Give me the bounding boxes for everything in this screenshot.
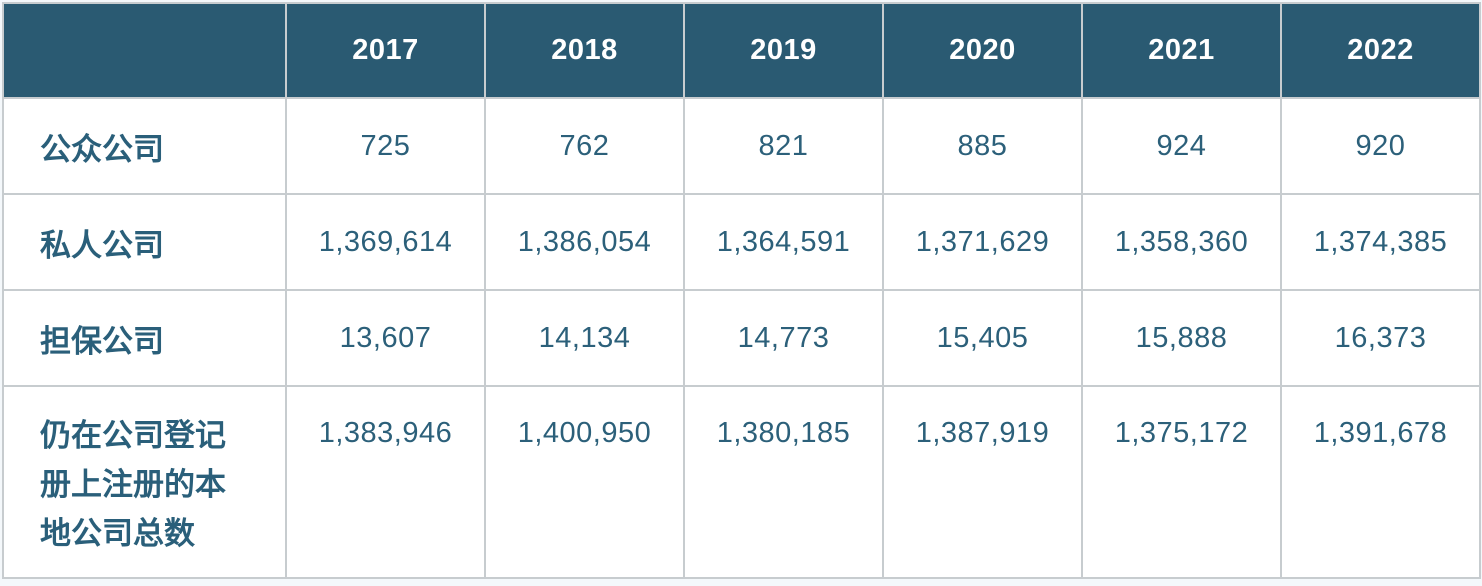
row-label: 仍在公司登记册上注册的本地公司总数 [2,385,287,579]
row-label: 公众公司 [2,97,287,195]
table-cell: 15,405 [882,289,1083,387]
column-header-2017: 2017 [285,2,486,99]
table-cell: 1,369,614 [285,193,486,291]
table-cell: 14,773 [683,289,884,387]
table-cell: 14,134 [484,289,685,387]
table-row-guarantee-companies: 担保公司 13,607 14,134 14,773 15,405 15,888 … [2,289,1481,387]
table-cell: 1,358,360 [1081,193,1282,291]
table-cell: 1,364,591 [683,193,884,291]
column-header-2019: 2019 [683,2,884,99]
column-header-2021: 2021 [1081,2,1282,99]
table-cell: 1,387,919 [882,385,1083,579]
table-cell: 1,371,629 [882,193,1083,291]
corner-cell [2,2,287,99]
table-cell: 1,386,054 [484,193,685,291]
table-cell: 1,374,385 [1280,193,1481,291]
column-header-2020: 2020 [882,2,1083,99]
table-cell: 13,607 [285,289,486,387]
table-cell: 762 [484,97,685,195]
table-cell: 1,391,678 [1280,385,1481,579]
column-header-2022: 2022 [1280,2,1481,99]
table-cell: 821 [683,97,884,195]
table-row-total-local-companies: 仍在公司登记册上注册的本地公司总数 1,383,946 1,400,950 1,… [2,385,1481,579]
table-cell: 885 [882,97,1083,195]
table-cell: 1,383,946 [285,385,486,579]
row-label: 私人公司 [2,193,287,291]
table-cell: 1,400,950 [484,385,685,579]
table-row-private-companies: 私人公司 1,369,614 1,386,054 1,364,591 1,371… [2,193,1481,291]
table-cell: 725 [285,97,486,195]
row-label: 担保公司 [2,289,287,387]
table-row-public-companies: 公众公司 725 762 821 885 924 920 [2,97,1481,195]
table-cell: 1,380,185 [683,385,884,579]
table-cell: 924 [1081,97,1282,195]
table-cell: 16,373 [1280,289,1481,387]
row-label-text: 仍在公司登记册上注册的本地公司总数 [40,418,226,551]
column-header-2018: 2018 [484,2,685,99]
table-cell: 15,888 [1081,289,1282,387]
table-cell: 920 [1280,97,1481,195]
table-cell: 1,375,172 [1081,385,1282,579]
header-row: 2017 2018 2019 2020 2021 2022 [2,2,1481,99]
